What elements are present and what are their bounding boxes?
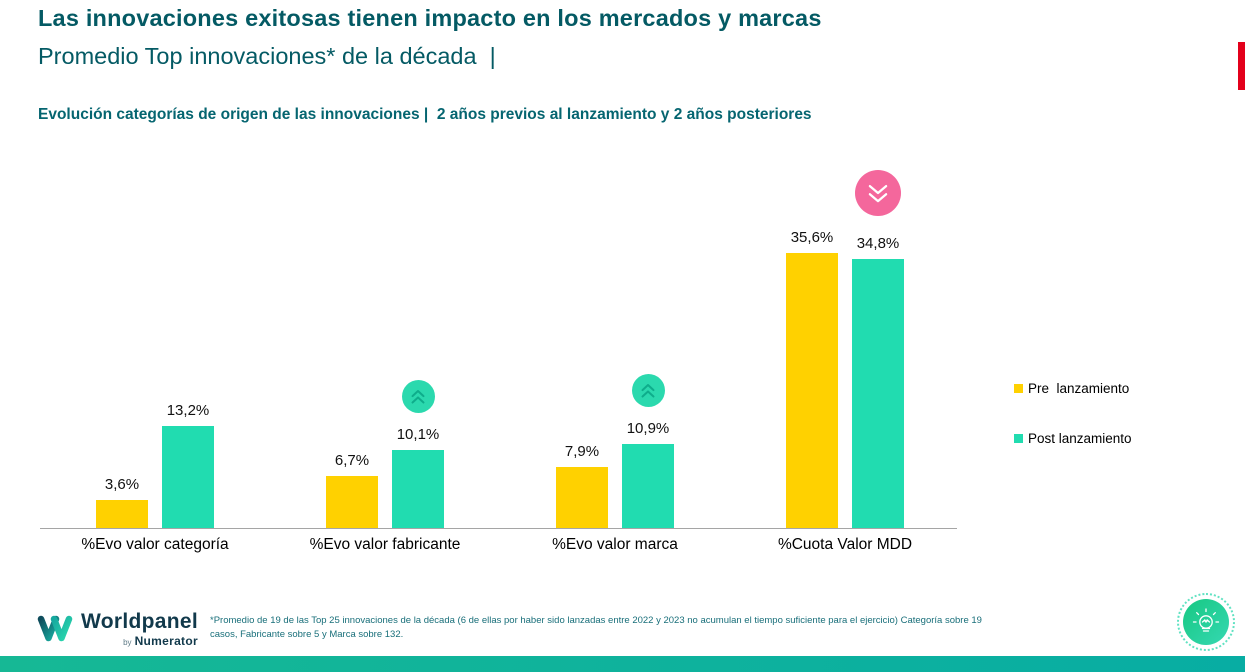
category-label: %Evo valor categoría bbox=[81, 536, 229, 553]
bar bbox=[162, 426, 214, 528]
legend-label: Pre lanzamiento bbox=[1028, 380, 1130, 396]
lightbulb-circle bbox=[1183, 599, 1229, 645]
bar-value-label: 10,1% bbox=[396, 426, 440, 443]
category-label: %Evo valor fabricante bbox=[309, 536, 461, 553]
legend-label: Post lanzamiento bbox=[1028, 430, 1132, 446]
section-heading: Evolución categorías de origen de las in… bbox=[38, 106, 812, 123]
x-axis-line bbox=[40, 528, 957, 529]
chart-legend: Pre lanzamiento Post lanzamiento bbox=[1014, 378, 1132, 478]
double-chevron-down-icon bbox=[855, 170, 901, 216]
bar bbox=[852, 259, 904, 528]
double-chevron-up-icon bbox=[401, 380, 435, 413]
bar bbox=[786, 253, 838, 528]
double-chevron-up-icon bbox=[631, 374, 665, 407]
legend-item: Pre lanzamiento bbox=[1014, 378, 1132, 398]
logo-brand-text: Worldpanel bbox=[81, 610, 198, 633]
legend-item: Post lanzamiento bbox=[1014, 428, 1132, 448]
bar bbox=[556, 467, 608, 528]
bar-value-label: 10,9% bbox=[626, 420, 670, 437]
bar bbox=[326, 476, 378, 528]
logo-by-text: by bbox=[123, 638, 132, 647]
bar-value-label: 7,9% bbox=[564, 443, 600, 460]
worldpanel-logo: Worldpanel by Numerator bbox=[37, 610, 198, 649]
legend-swatch bbox=[1014, 433, 1023, 443]
bar-value-label: 3,6% bbox=[104, 476, 140, 493]
bar-value-label: 35,6% bbox=[790, 229, 834, 246]
bottom-accent-bar bbox=[0, 656, 1245, 672]
worldpanel-w-icon bbox=[37, 615, 73, 642]
bar bbox=[392, 450, 444, 528]
lightbulb-icon bbox=[1192, 608, 1220, 632]
legend-swatch bbox=[1014, 383, 1023, 393]
page-subtitle: Promedio Top innovaciones* de la década … bbox=[38, 43, 496, 69]
category-label: %Cuota Valor MDD bbox=[777, 536, 913, 553]
bar-value-label: 13,2% bbox=[166, 402, 210, 419]
bar-value-label: 34,8% bbox=[856, 235, 900, 252]
bar bbox=[622, 444, 674, 528]
red-accent-bar bbox=[1238, 42, 1245, 90]
bar bbox=[96, 500, 148, 528]
category-label: %Evo valor marca bbox=[552, 536, 678, 553]
lightbulb-badge bbox=[1177, 593, 1235, 651]
bar-value-label: 6,7% bbox=[334, 452, 370, 469]
page-title: Las innovaciones exitosas tienen impacto… bbox=[38, 5, 822, 31]
footnote-text: *Promedio de 19 de las Top 25 innovacion… bbox=[210, 615, 982, 640]
logo-subbrand-text: Numerator bbox=[134, 634, 198, 648]
